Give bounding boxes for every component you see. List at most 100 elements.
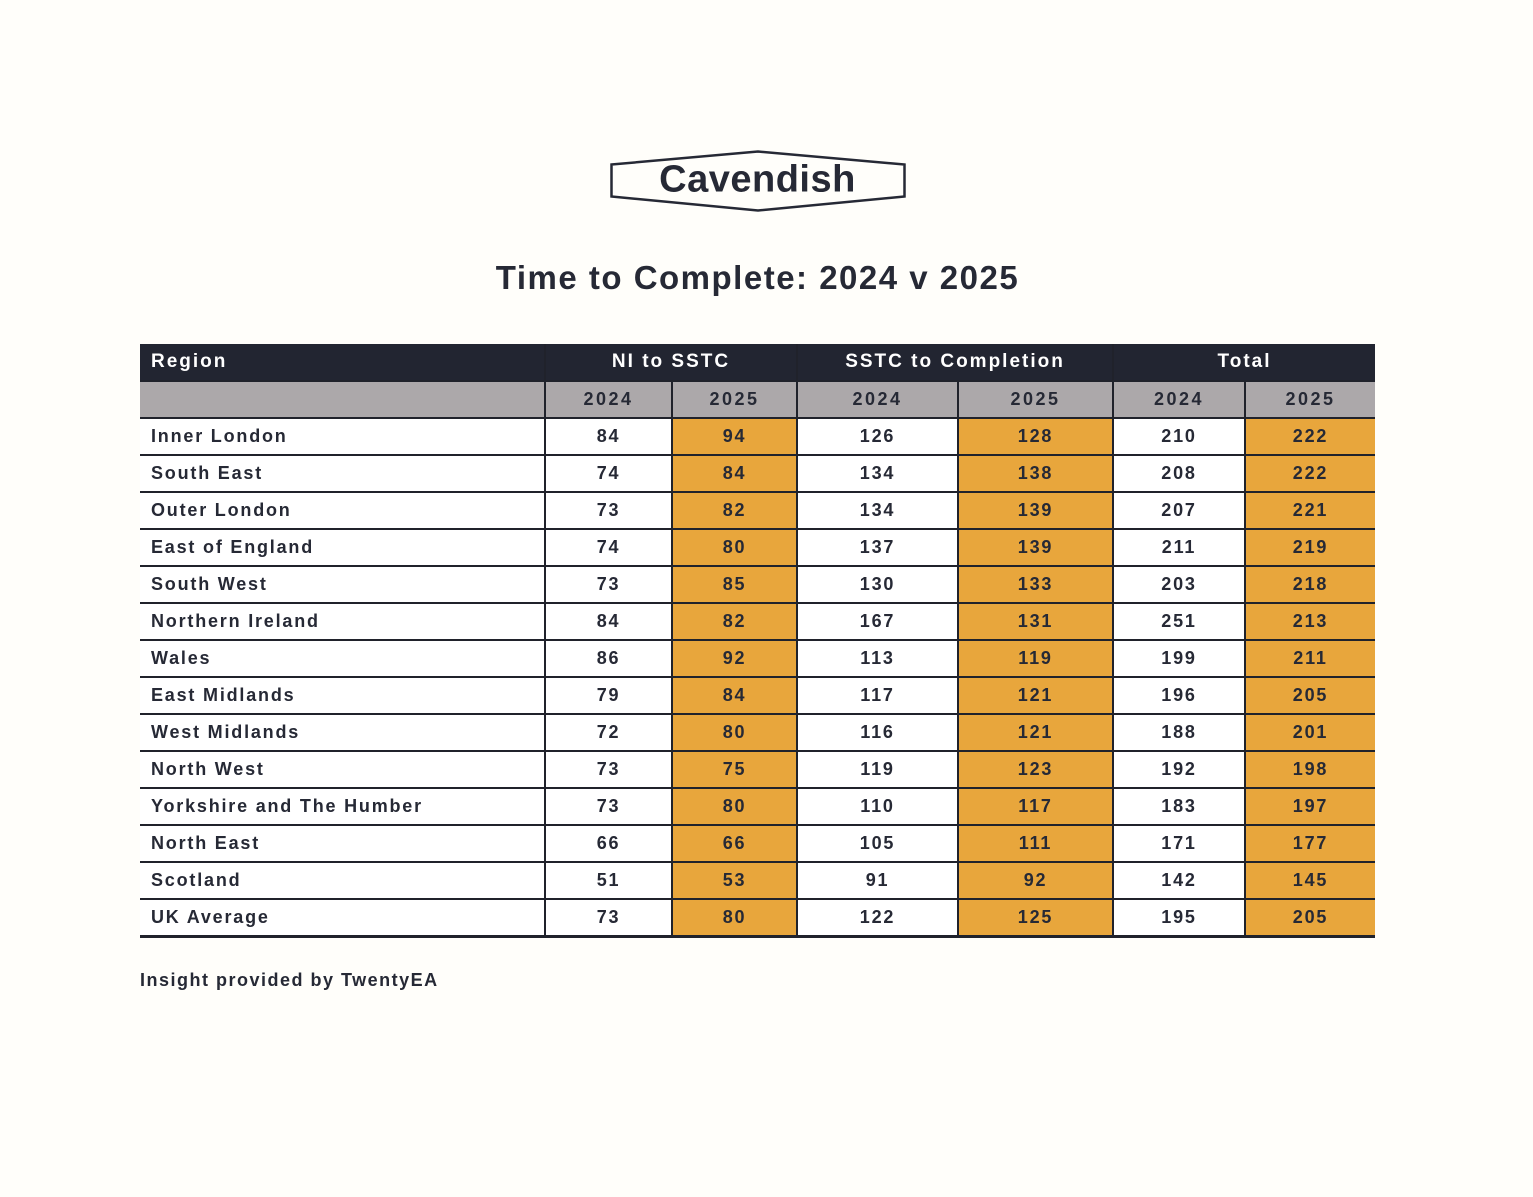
value-cell-sstc-2025: 133 bbox=[957, 565, 1114, 603]
table-row: Inner London 84 94 126 128 210 222 bbox=[140, 417, 1376, 455]
value-cell-total-2025: 145 bbox=[1244, 861, 1376, 899]
region-name: Yorkshire and The Humber bbox=[140, 787, 545, 825]
region-name: Scotland bbox=[140, 861, 545, 899]
value-cell-sstc-2024: 105 bbox=[796, 824, 959, 862]
value-cell-ni-2024: 79 bbox=[544, 676, 672, 714]
value-cell-total-2024: 196 bbox=[1112, 676, 1246, 714]
value-cell-sstc-2024: 167 bbox=[796, 602, 959, 640]
value-cell-ni-2024: 84 bbox=[544, 602, 672, 640]
value-cell-sstc-2025: 121 bbox=[957, 676, 1114, 714]
value-cell-ni-2024: 73 bbox=[544, 491, 672, 529]
value-cell-total-2025: 211 bbox=[1244, 639, 1376, 677]
value-cell-total-2024: 171 bbox=[1112, 824, 1246, 862]
column-group-sstc-to-completion: SSTC to Completion bbox=[796, 344, 1114, 381]
value-cell-ni-2025: 84 bbox=[670, 454, 798, 492]
value-cell-sstc-2025: 111 bbox=[957, 824, 1114, 862]
value-cell-ni-2025: 66 bbox=[670, 824, 798, 862]
value-cell-sstc-2025: 125 bbox=[957, 898, 1114, 938]
table-row: South East 74 84 134 138 208 222 bbox=[140, 454, 1376, 492]
column-group-total: Total bbox=[1112, 344, 1376, 381]
table-row: Wales 86 92 113 119 199 211 bbox=[140, 639, 1376, 677]
value-cell-total-2025: 218 bbox=[1244, 565, 1376, 603]
value-cell-ni-2024: 73 bbox=[544, 787, 672, 825]
table-row: UK Average 73 80 122 125 195 205 bbox=[140, 898, 1376, 938]
value-cell-ni-2025: 82 bbox=[670, 491, 798, 529]
column-header-region: Region bbox=[140, 344, 545, 381]
value-cell-total-2025: 219 bbox=[1244, 528, 1376, 566]
value-cell-ni-2025: 80 bbox=[670, 528, 798, 566]
column-group-ni-to-sstc: NI to SSTC bbox=[543, 344, 798, 381]
value-cell-ni-2025: 82 bbox=[670, 602, 798, 640]
value-cell-sstc-2025: 123 bbox=[957, 750, 1114, 788]
value-cell-sstc-2024: 110 bbox=[796, 787, 959, 825]
region-name: UK Average bbox=[140, 898, 545, 938]
value-cell-sstc-2024: 119 bbox=[796, 750, 959, 788]
attribution-text: Insight provided by TwentyEA bbox=[140, 969, 439, 990]
region-name: Wales bbox=[140, 639, 545, 677]
value-cell-total-2024: 183 bbox=[1112, 787, 1246, 825]
table-row: East of England 74 80 137 139 211 219 bbox=[140, 528, 1376, 566]
value-cell-total-2024: 195 bbox=[1112, 898, 1246, 938]
value-cell-total-2024: 188 bbox=[1112, 713, 1246, 751]
value-cell-sstc-2024: 113 bbox=[796, 639, 959, 677]
value-cell-ni-2024: 73 bbox=[544, 898, 672, 938]
value-cell-total-2024: 199 bbox=[1112, 639, 1246, 677]
table-row: Northern Ireland 84 82 167 131 251 213 bbox=[140, 602, 1376, 640]
year-header-sstc-2024: 2024 bbox=[796, 380, 959, 418]
year-header-ni-2024: 2024 bbox=[544, 380, 672, 418]
value-cell-total-2025: 201 bbox=[1244, 713, 1376, 751]
value-cell-ni-2024: 72 bbox=[544, 713, 672, 751]
value-cell-sstc-2024: 126 bbox=[796, 417, 959, 455]
value-cell-total-2025: 197 bbox=[1244, 787, 1376, 825]
value-cell-ni-2025: 85 bbox=[670, 565, 798, 603]
region-name: Outer London bbox=[140, 491, 545, 529]
report-page: Cavendish Time to Complete: 2024 v 2025 … bbox=[140, 150, 1376, 991]
region-name: North West bbox=[140, 750, 545, 788]
value-cell-ni-2024: 73 bbox=[544, 750, 672, 788]
value-cell-ni-2024: 73 bbox=[544, 565, 672, 603]
region-name: East of England bbox=[140, 528, 545, 566]
value-cell-total-2025: 213 bbox=[1244, 602, 1376, 640]
value-cell-ni-2024: 86 bbox=[544, 639, 672, 677]
hexagon-outline-icon bbox=[609, 150, 906, 212]
logo-text: Cavendish bbox=[659, 158, 856, 201]
value-cell-ni-2025: 80 bbox=[670, 713, 798, 751]
value-cell-sstc-2025: 139 bbox=[957, 528, 1114, 566]
value-cell-sstc-2024: 116 bbox=[796, 713, 959, 751]
value-cell-total-2024: 207 bbox=[1112, 491, 1246, 529]
value-cell-total-2024: 192 bbox=[1112, 750, 1246, 788]
year-header-spacer bbox=[140, 380, 545, 418]
value-cell-sstc-2024: 122 bbox=[796, 898, 959, 938]
value-cell-sstc-2025: 138 bbox=[957, 454, 1114, 492]
value-cell-total-2025: 205 bbox=[1244, 676, 1376, 714]
value-cell-ni-2024: 74 bbox=[544, 454, 672, 492]
value-cell-sstc-2025: 131 bbox=[957, 602, 1114, 640]
value-cell-sstc-2025: 92 bbox=[957, 861, 1114, 899]
table-row: East Midlands 79 84 117 121 196 205 bbox=[140, 676, 1376, 714]
region-name: South East bbox=[140, 454, 545, 492]
value-cell-total-2025: 205 bbox=[1244, 898, 1376, 938]
table-year-header-row: 2024 2025 2024 2025 2024 2025 bbox=[140, 380, 1376, 418]
value-cell-total-2024: 142 bbox=[1112, 861, 1246, 899]
value-cell-ni-2024: 84 bbox=[544, 417, 672, 455]
value-cell-sstc-2024: 91 bbox=[796, 861, 959, 899]
value-cell-ni-2024: 74 bbox=[544, 528, 672, 566]
value-cell-ni-2025: 84 bbox=[670, 676, 798, 714]
value-cell-sstc-2025: 121 bbox=[957, 713, 1114, 751]
table-row: North West 73 75 119 123 192 198 bbox=[140, 750, 1376, 788]
value-cell-ni-2024: 51 bbox=[544, 861, 672, 899]
table-row: Scotland 51 53 91 92 142 145 bbox=[140, 861, 1376, 899]
value-cell-total-2024: 251 bbox=[1112, 602, 1246, 640]
value-cell-ni-2025: 75 bbox=[670, 750, 798, 788]
value-cell-ni-2025: 92 bbox=[670, 639, 798, 677]
table-row: Outer London 73 82 134 139 207 221 bbox=[140, 491, 1376, 529]
value-cell-total-2025: 222 bbox=[1244, 454, 1376, 492]
year-header-total-2024: 2024 bbox=[1112, 380, 1246, 418]
value-cell-total-2025: 221 bbox=[1244, 491, 1376, 529]
value-cell-total-2025: 177 bbox=[1244, 824, 1376, 862]
value-cell-sstc-2025: 139 bbox=[957, 491, 1114, 529]
value-cell-total-2024: 211 bbox=[1112, 528, 1246, 566]
year-header-sstc-2025: 2025 bbox=[957, 380, 1114, 418]
table-group-header-row: Region NI to SSTC SSTC to Completion Tot… bbox=[140, 344, 1376, 381]
year-header-ni-2025: 2025 bbox=[670, 380, 798, 418]
